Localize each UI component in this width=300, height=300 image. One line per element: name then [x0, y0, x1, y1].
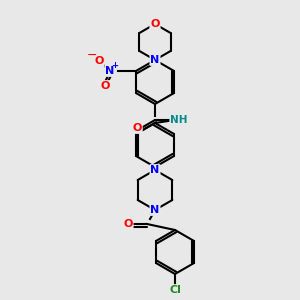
Text: O: O — [133, 123, 142, 133]
Text: N: N — [150, 205, 160, 215]
Text: N: N — [150, 55, 160, 65]
Text: O: O — [150, 19, 160, 29]
Text: N: N — [150, 165, 160, 175]
Text: O: O — [94, 56, 104, 66]
Text: O: O — [123, 219, 133, 229]
Text: Cl: Cl — [169, 285, 181, 295]
Text: O: O — [100, 81, 110, 91]
Text: −: − — [87, 49, 97, 62]
Text: +: + — [111, 61, 118, 70]
Text: NH: NH — [170, 115, 188, 125]
Text: N: N — [105, 66, 115, 76]
